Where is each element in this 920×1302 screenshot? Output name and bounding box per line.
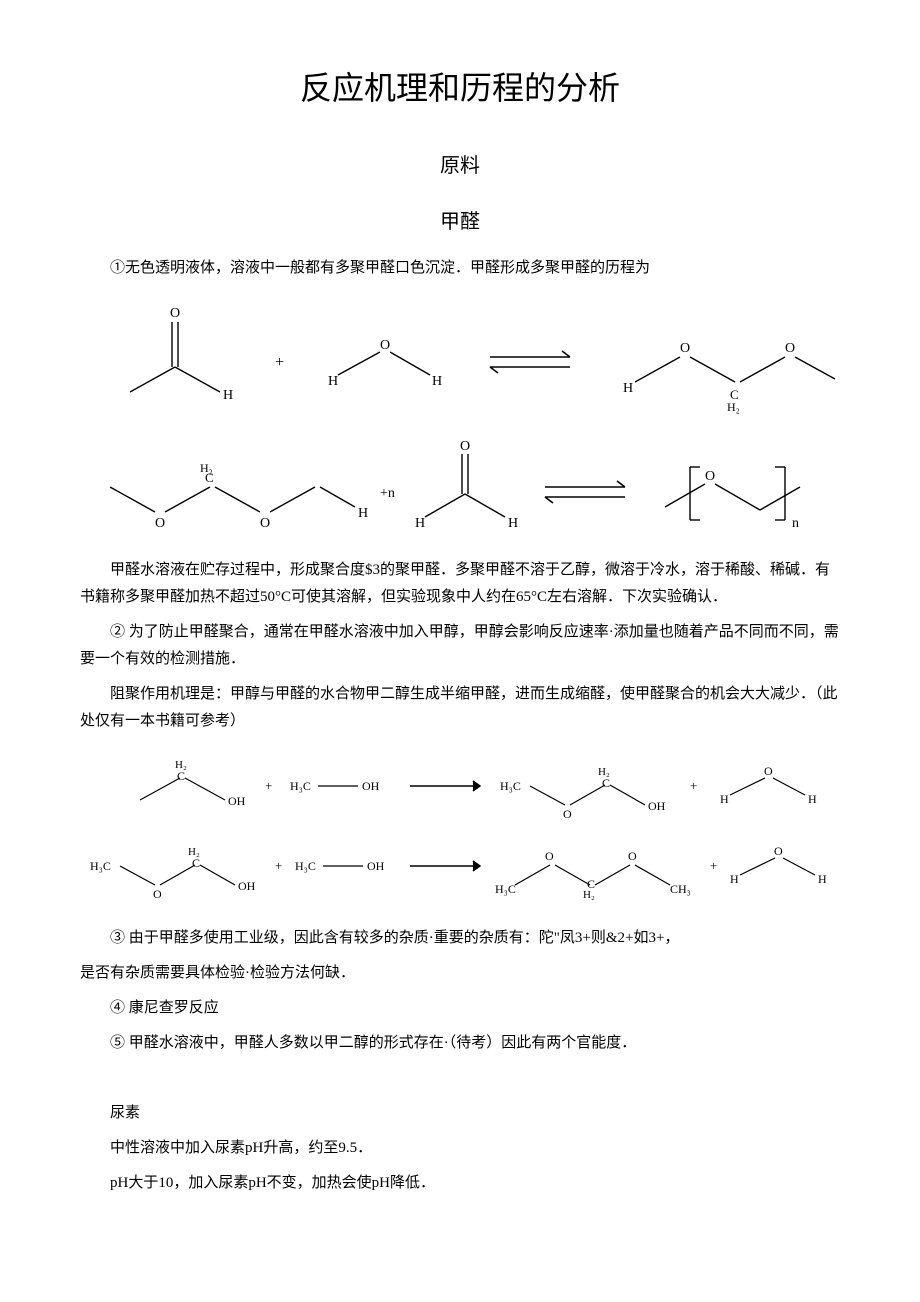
svg-text:H: H xyxy=(432,374,442,389)
svg-text:H₃C: H₃C xyxy=(295,859,316,873)
svg-text:O: O xyxy=(153,887,162,901)
paragraph-1: ①无色透明液体，溶液中一般都有多聚甲醛口色沉淀．甲醛形成多聚甲醛的历程为 xyxy=(80,255,840,282)
paragraph-4: 阻聚作用机理是：甲醇与甲醛的水合物甲二醇生成半缩甲醛，进而生成缩醛，使甲醛聚合的… xyxy=(80,681,840,735)
paragraph-7: ④ 康尼查罗反应 xyxy=(80,995,840,1022)
svg-text:+: + xyxy=(710,858,717,873)
svg-text:+n: +n xyxy=(380,486,395,501)
svg-text:O: O xyxy=(764,764,773,778)
svg-text:H₃C: H₃C xyxy=(90,859,111,873)
svg-text:H₃C: H₃C xyxy=(290,779,311,793)
svg-text:n: n xyxy=(792,516,799,531)
svg-text:O: O xyxy=(785,341,795,356)
svg-text:O: O xyxy=(774,844,783,858)
svg-text:OH: OH xyxy=(228,794,246,808)
svg-text:O: O xyxy=(545,849,554,863)
svg-text:H₃C: H₃C xyxy=(500,779,521,793)
svg-text:H₂: H₂ xyxy=(727,400,740,414)
reaction-scheme-1: O H + H O H H O C H₂ O xyxy=(80,297,840,417)
svg-text:C: C xyxy=(587,877,595,891)
svg-text:OH: OH xyxy=(648,799,666,813)
svg-text:H₃C: H₃C xyxy=(495,882,516,896)
svg-text:O: O xyxy=(705,469,715,484)
svg-text:+: + xyxy=(265,778,272,793)
svg-text:O: O xyxy=(563,807,572,821)
document-subtitle: 原料 xyxy=(80,148,840,184)
svg-text:H: H xyxy=(623,381,633,396)
svg-text:H: H xyxy=(415,516,425,531)
svg-text:+: + xyxy=(275,858,282,873)
svg-text:O: O xyxy=(170,306,180,321)
svg-text:H₂: H₂ xyxy=(200,461,213,475)
paragraph-6: 是否有杂质需要具体检验·检验方法何缺． xyxy=(80,960,840,987)
paragraph-8: ⑤ 甲醛水溶液中，甲醛人多数以甲二醇的形式存在·（待考）因此有两个官能度． xyxy=(80,1030,840,1057)
svg-text:H: H xyxy=(818,872,827,886)
reaction-scheme-3: H₂ C OH + H₃C OH H₃C O H₂ C OH + H O H H… xyxy=(80,750,840,910)
svg-text:H: H xyxy=(730,872,739,886)
document-title: 反应机理和历程的分析 xyxy=(80,60,840,118)
section-title: 甲醛 xyxy=(80,204,840,240)
svg-text:C: C xyxy=(177,769,185,783)
paragraph-11: pH大于10，加入尿素pH不变，加热会使pH降低． xyxy=(80,1170,840,1197)
svg-text:OH: OH xyxy=(238,879,256,893)
svg-text:CH₃: CH₃ xyxy=(670,882,691,896)
paragraph-9: 尿素 xyxy=(80,1100,840,1127)
paragraph-10: 中性溶液中加入尿素pH升高，约至9.5． xyxy=(80,1135,840,1162)
svg-text:H: H xyxy=(808,792,817,806)
svg-text:C: C xyxy=(602,776,610,790)
svg-text:O: O xyxy=(155,516,165,531)
svg-text:+: + xyxy=(690,778,697,793)
svg-text:OH: OH xyxy=(367,859,385,873)
svg-text:OH: OH xyxy=(362,779,380,793)
svg-text:H: H xyxy=(223,388,233,403)
svg-text:H: H xyxy=(508,516,518,531)
paragraph-2: 甲醛水溶液在贮存过程中，形成聚合度$3的聚甲醛．多聚甲醛不溶于乙醇，微溶于冷水，… xyxy=(80,557,840,611)
paragraph-3: ② 为了防止甲醛聚合，通常在甲醛水溶液中加入甲醇，甲醇会影响反应速率·添加量也随… xyxy=(80,619,840,673)
svg-text:O: O xyxy=(260,516,270,531)
svg-text:C: C xyxy=(192,856,200,870)
svg-text:H: H xyxy=(328,374,338,389)
svg-text:+: + xyxy=(275,354,284,371)
svg-text:H: H xyxy=(358,506,368,521)
svg-text:H: H xyxy=(720,792,729,806)
svg-text:O: O xyxy=(628,849,637,863)
paragraph-5: ③ 由于甲醛多使用工业级，因此含有较多的杂质·重要的杂质有：陀"凤3+则&2+如… xyxy=(80,925,840,952)
svg-text:O: O xyxy=(380,338,390,353)
svg-text:O: O xyxy=(460,439,470,454)
reaction-scheme-2: O C H₂ O H +n O H H O n xyxy=(80,432,840,542)
svg-text:O: O xyxy=(680,341,690,356)
